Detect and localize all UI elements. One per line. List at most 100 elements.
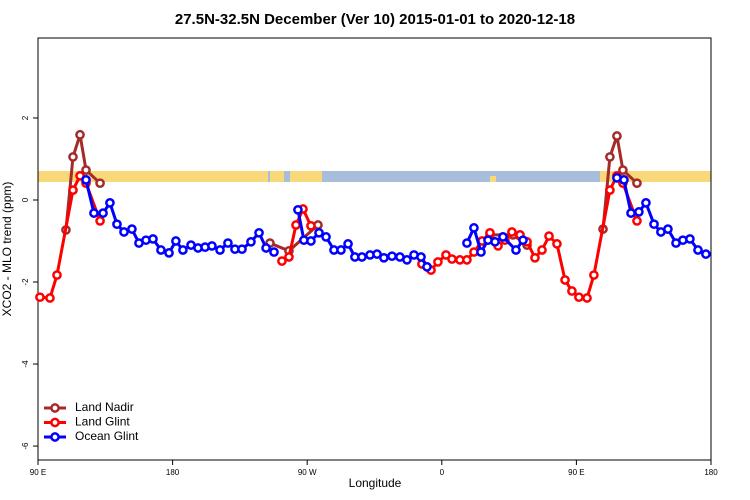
x-tick-label: 90 W: [298, 468, 317, 477]
data-point: [485, 227, 495, 238]
data-point: [207, 241, 217, 251]
data-point: [105, 198, 115, 208]
legend-marker: [50, 432, 60, 442]
data-point: [75, 129, 85, 140]
y-tick-label: -6: [21, 442, 30, 450]
data-point: [246, 236, 256, 247]
y-axis-label: XCO2 - MLO trend (ppm): [0, 182, 14, 317]
data-point: [148, 234, 158, 244]
data-point: [634, 207, 644, 217]
data-point: [95, 178, 105, 189]
data-point: [544, 231, 554, 241]
data-point: [336, 245, 346, 255]
data-point: [685, 234, 695, 244]
data-point: [237, 244, 247, 255]
data-point: [663, 224, 673, 234]
land-strip: [290, 171, 322, 182]
y-tick-label: 2: [21, 115, 30, 120]
data-point: [447, 254, 457, 264]
data-point: [490, 236, 500, 247]
data-point: [291, 220, 301, 230]
data-point: [321, 232, 331, 242]
data-point: [81, 165, 91, 175]
data-point: [284, 252, 294, 262]
data-point: [469, 223, 479, 233]
data-point: [357, 252, 367, 262]
ocean-strip: [38, 171, 711, 182]
data-point: [68, 152, 78, 162]
data-point: [605, 152, 615, 162]
data-point: [223, 238, 233, 248]
legend-label: Ocean Glint: [75, 429, 139, 443]
data-point: [119, 227, 129, 237]
data-point: [81, 175, 91, 185]
data-point: [254, 227, 264, 238]
x-tick-label: 180: [704, 468, 718, 477]
data-point: [387, 251, 397, 262]
data-point: [379, 252, 389, 263]
data-point: [35, 292, 45, 303]
x-tick-label: 180: [166, 468, 180, 477]
data-point: [530, 252, 540, 263]
data-point: [52, 270, 62, 280]
data-point: [498, 232, 508, 242]
data-point: [269, 247, 279, 257]
data-point: [314, 227, 324, 238]
x-tick-label: 90 E: [30, 468, 46, 477]
data-point: [433, 257, 443, 267]
data-point: [605, 185, 615, 195]
data-point: [511, 245, 521, 255]
legend-marker: [50, 417, 60, 428]
data-point: [422, 261, 432, 272]
data-point: [164, 248, 174, 258]
x-tick-label: 90 E: [568, 468, 584, 477]
data-point: [95, 216, 105, 226]
data-point: [641, 198, 651, 208]
data-point: [582, 293, 592, 303]
data-point: [372, 249, 382, 259]
data-point: [632, 178, 642, 189]
legend-label: Land Nadir: [75, 400, 134, 414]
data-point: [518, 235, 528, 246]
data-point: [215, 245, 225, 255]
series: [81, 172, 711, 272]
data-point: [693, 245, 703, 255]
data-point: [402, 255, 412, 265]
y-tick-label: -2: [21, 278, 30, 286]
data-point: [277, 256, 287, 266]
data-point: [293, 204, 303, 215]
data-point: [127, 224, 137, 234]
data-point: [171, 236, 181, 246]
data-point: [612, 131, 622, 141]
y-tick-label: -4: [21, 360, 30, 368]
data-point: [649, 219, 659, 230]
data-point: [462, 255, 472, 265]
data-point: [261, 243, 271, 253]
data-point: [619, 175, 629, 185]
land-strip: [38, 171, 268, 182]
data-point: [560, 275, 570, 285]
x-tick-label: 0: [440, 468, 445, 477]
data-point: [112, 219, 122, 230]
data-point: [701, 249, 711, 259]
y-tick-label: 0: [21, 197, 30, 202]
data-point: [476, 247, 486, 257]
data-point: [589, 270, 599, 280]
data-point: [552, 239, 562, 249]
land-strip: [270, 171, 284, 182]
data-point: [507, 227, 517, 237]
data-point: [156, 245, 166, 255]
data-point: [567, 286, 577, 296]
data-point: [68, 185, 78, 195]
data-point: [537, 245, 547, 255]
x-axis-label: Longitude: [349, 476, 402, 490]
data-point: [89, 208, 99, 218]
land-strip: [600, 171, 711, 182]
data-point: [306, 236, 316, 246]
data-point: [98, 208, 108, 218]
data-point: [306, 220, 316, 231]
data-point: [462, 238, 472, 248]
data-point: [178, 245, 188, 255]
data-point: [626, 208, 636, 218]
